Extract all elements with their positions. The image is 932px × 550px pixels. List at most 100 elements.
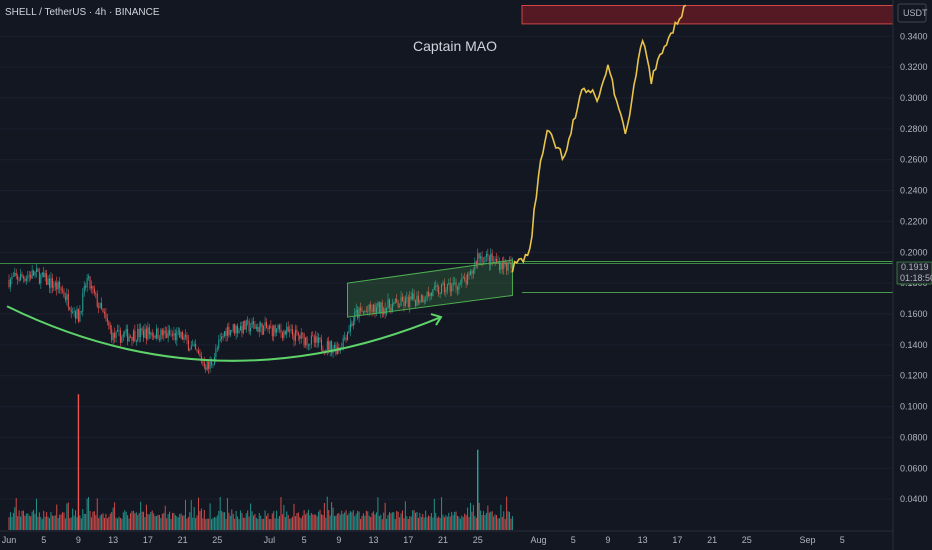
volume-bar [302, 515, 304, 530]
candle-body [150, 332, 152, 335]
candle-body [144, 328, 146, 338]
volume-bar [454, 511, 456, 530]
volume-bar [226, 498, 228, 530]
candle-body [485, 254, 487, 257]
volume-spike [77, 394, 80, 530]
rounding-bottom-arrow [6, 305, 442, 362]
volume-bar [312, 514, 314, 530]
candle-body [141, 328, 143, 331]
candle-body [322, 349, 324, 352]
candle-body [18, 279, 20, 281]
volume-bar [456, 515, 458, 530]
time-tick-label: 13 [369, 535, 379, 545]
candle-body [419, 301, 421, 303]
candle-body [425, 300, 427, 302]
volume-bar [209, 503, 211, 530]
candle-body [257, 326, 259, 332]
candle-body [31, 270, 33, 279]
candle-body [355, 309, 357, 313]
candle-body [161, 329, 163, 336]
volume-bar [322, 514, 324, 530]
candle-body [212, 364, 214, 365]
candle-body [274, 325, 276, 333]
volume-bar [92, 511, 94, 530]
volume-bar [212, 518, 214, 530]
candle-body [151, 332, 153, 337]
volume-bar [339, 514, 341, 530]
candle-body [480, 256, 482, 259]
candle-body [98, 306, 100, 308]
horizontal-levels [0, 261, 893, 293]
candle-body [267, 328, 269, 329]
candle-body [229, 330, 231, 336]
candle-body [234, 324, 236, 334]
symbol-title[interactable]: SHELL / TetherUS · 4h · BINANCE [5, 7, 160, 18]
volume-bar [206, 518, 208, 530]
candle-body [268, 326, 270, 329]
volume-bar [423, 517, 425, 530]
candle-body [401, 296, 403, 302]
volume-bar [255, 517, 257, 530]
candle-body [358, 307, 360, 318]
volume-bar [56, 504, 58, 530]
candle-body [251, 321, 253, 328]
volume-bar [179, 513, 181, 530]
volume-bar [507, 511, 509, 530]
volume-bar [31, 511, 33, 530]
volume-bar [257, 518, 259, 530]
candle-body [290, 329, 292, 330]
volume-bar [260, 515, 262, 530]
volume-bar [70, 517, 72, 530]
candle-body [279, 325, 281, 330]
candle-body [302, 332, 304, 334]
candle-body [344, 337, 346, 339]
candle-body [102, 309, 104, 313]
volume-bar [177, 517, 179, 530]
currency-button[interactable]: USDT [897, 3, 928, 23]
candle-body [331, 341, 333, 354]
candle-body [72, 311, 74, 313]
volume-bar [496, 515, 498, 530]
candle-body [507, 261, 509, 271]
candle-body [111, 329, 113, 341]
volume-bar [63, 512, 65, 530]
volume-bar [380, 514, 382, 530]
candle-body [67, 294, 69, 308]
candle-body [446, 284, 448, 291]
candle-body [449, 282, 451, 292]
candle-body [11, 276, 13, 280]
candle-body [347, 332, 349, 341]
volume-bar [374, 514, 376, 530]
volume-bar [416, 511, 418, 530]
candle-body [154, 335, 156, 339]
volume-bar [263, 518, 265, 530]
volume-bar [193, 507, 195, 530]
candle-body [21, 274, 23, 277]
price-tick-label: 0.2600 [900, 155, 928, 165]
volume-bar [164, 505, 166, 530]
volume-bar [303, 510, 305, 530]
volume-bar [151, 510, 153, 530]
volume-spike [477, 449, 479, 530]
candle-body [82, 292, 84, 312]
candle-body [365, 311, 367, 312]
candle-body [228, 326, 230, 336]
candle-body [407, 297, 409, 307]
volume-bar [144, 517, 146, 530]
candle-body [242, 321, 244, 333]
candle-body [77, 308, 79, 322]
candle-body [342, 338, 344, 348]
candle-body [456, 287, 458, 290]
candle-body [325, 349, 327, 352]
candle-body [63, 291, 65, 297]
candle-body [101, 302, 103, 310]
candles [8, 248, 513, 375]
volume-bar [153, 513, 155, 530]
candle-body [222, 336, 224, 337]
volume-bar [25, 513, 27, 530]
volume-bar [93, 511, 95, 530]
volume-bar [53, 515, 55, 530]
candle-body [494, 258, 496, 261]
candle-body [483, 262, 485, 264]
